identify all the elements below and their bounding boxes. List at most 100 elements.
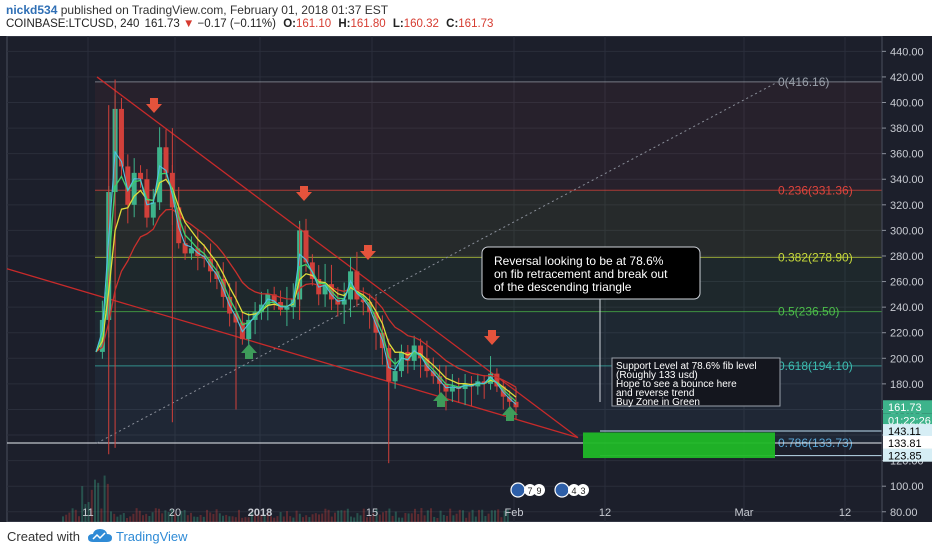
candle-body (246, 319, 252, 340)
price-label-box (883, 413, 932, 427)
candle-body (322, 284, 328, 295)
fib-level-label: 0.236(331.36) (778, 183, 853, 197)
chart-header: nickd534 published on TradingView.com, F… (0, 0, 932, 36)
volume-bar (113, 513, 116, 522)
price-label: 123.85 (888, 451, 922, 463)
candle-body (163, 147, 169, 173)
fib-band (95, 190, 882, 258)
volume-bar (106, 483, 109, 522)
volume-bar (97, 482, 100, 522)
volume-bar (199, 514, 202, 522)
symbol-label[interactable]: COINBASE:LTCUSD, 240 (6, 18, 140, 30)
fib-diagonal (96, 81, 779, 444)
volume-bar (250, 512, 253, 522)
volume-bar (375, 509, 378, 522)
volume-bar (407, 513, 410, 522)
volume-bar (382, 512, 384, 522)
volume-bar (455, 513, 458, 522)
volume-bar (439, 510, 442, 522)
volume-bar (206, 509, 208, 522)
volume-bar (340, 510, 343, 522)
up-arrow-icon (502, 406, 518, 421)
candle-body (220, 279, 226, 297)
volume-bar (263, 514, 266, 522)
volume-bar (343, 510, 346, 522)
publish-line: nickd534 published on TradingView.com, F… (6, 3, 388, 17)
event-badge (533, 484, 545, 496)
price-change: −0.17 (−0.11%) (197, 18, 276, 30)
volume-bar (388, 508, 391, 522)
volume-bar (346, 508, 349, 522)
volume-bar (372, 513, 375, 522)
volume-bar (378, 514, 381, 522)
volume-bar (474, 516, 477, 522)
volume-bar (462, 510, 464, 522)
annotation-text: Reversal looking to be at 78.6% (494, 254, 664, 268)
price-chart[interactable]: 0(416.16) 0.236(331.36) 0.382(278.90) 0.5(2… (0, 36, 932, 522)
volume-bar (81, 486, 84, 522)
y-tick-label: 280.00 (890, 251, 924, 263)
y-tick-label: 300.00 (890, 225, 924, 237)
event-badge (577, 484, 589, 496)
volume-bar (71, 508, 74, 522)
volume-bar (452, 515, 455, 522)
y-tick-label: 380.00 (890, 123, 924, 135)
volume-bar (449, 508, 452, 522)
volume-bar (417, 513, 420, 522)
author-link[interactable]: nickd534 (6, 3, 58, 17)
candle-body (138, 172, 144, 180)
volume-bar (398, 517, 400, 522)
volume-bar (337, 510, 340, 522)
volume-bar (391, 515, 394, 522)
fib-band (95, 81, 882, 191)
volume-bar (110, 511, 112, 522)
volume-bar (257, 514, 260, 522)
candle-body (354, 271, 360, 300)
volume-bar (84, 504, 87, 522)
volume-bar (244, 517, 247, 522)
y-tick-label: 180.00 (890, 379, 924, 391)
volume-bar (161, 513, 164, 522)
volume-bar (247, 517, 250, 522)
tradingview-link[interactable]: TradingView (116, 529, 188, 544)
volume-bar (506, 509, 509, 522)
annotation-text: on fib retracement and break out (494, 267, 668, 281)
volume-bar (238, 509, 240, 522)
volume-bar (353, 517, 356, 522)
candle-body (360, 299, 366, 303)
volume-bar (298, 513, 301, 522)
volume-bar (468, 512, 471, 522)
y-tick-label: 360.00 (890, 149, 924, 161)
candle-body (118, 108, 124, 167)
volume-bar (103, 475, 106, 522)
fib-level-label: 0.382(278.90) (778, 250, 853, 264)
volume-bar (273, 517, 276, 522)
annotation-text: of the descending triangle (494, 280, 632, 294)
candle-body (513, 401, 519, 408)
annotation-text: Buy Zone in Green (616, 397, 700, 408)
volume-bar (215, 509, 218, 522)
down-arrow-icon (296, 186, 312, 201)
volume-bar (308, 517, 311, 522)
candle-body (131, 172, 137, 205)
volume-bar (234, 517, 237, 522)
flag-icon (510, 482, 526, 498)
down-arrow-icon (484, 330, 500, 345)
volume-bar (151, 512, 154, 522)
volume-bar (190, 512, 192, 522)
volume-bar (366, 517, 368, 522)
volume-bar (446, 515, 448, 522)
volume-bar (311, 514, 314, 522)
volume-bar (327, 509, 330, 522)
x-tick-label: 2018 (248, 507, 272, 519)
volume-bar (212, 513, 215, 522)
price-label: 161.73 (888, 402, 922, 414)
candle-body (398, 351, 404, 372)
x-tick-label: 11 (82, 507, 93, 519)
fib-level-label: 0.618(194.10) (778, 359, 853, 373)
volume-bar (385, 510, 388, 522)
y-tick-label: 340.00 (890, 174, 924, 186)
volume-bar (68, 512, 71, 522)
annotation-text: and reverse trend (616, 388, 694, 399)
event-badge (568, 484, 580, 496)
